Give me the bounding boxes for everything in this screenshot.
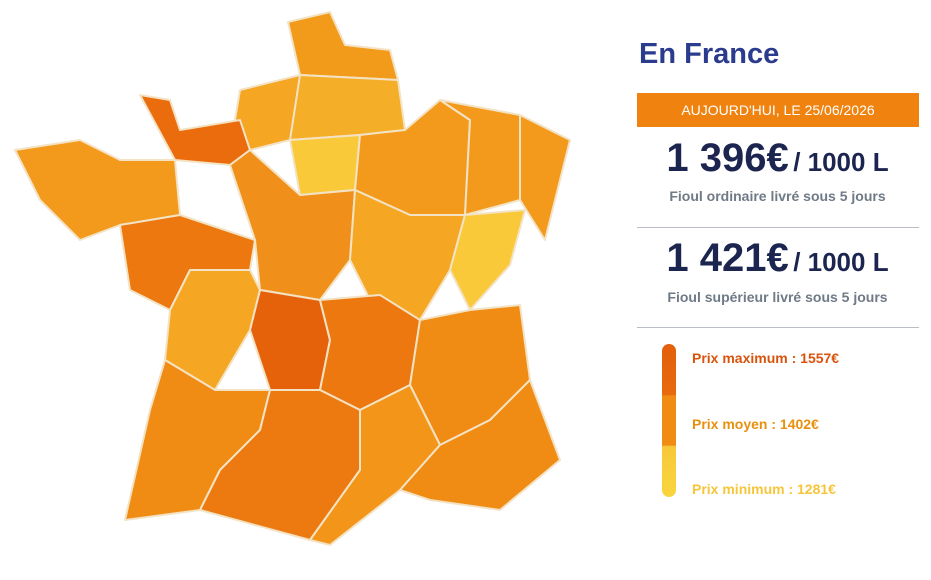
separator [637,227,919,228]
price-unit: / 1000 L [793,247,889,277]
region [234,74,301,151]
price-line: 1 421€ / 1000 L [630,236,925,281]
region [399,379,561,511]
region [289,74,406,141]
price-panel: En France AUJOURD'HUI, LE 25/06/2026 1 3… [630,0,925,580]
legend-min: Prix minimum : 1281€ [692,481,836,497]
price-amount: 1 421€ [666,236,789,280]
region [287,11,399,81]
region [249,289,331,391]
price-description: Fioul ordinaire livré sous 5 jours [669,188,886,204]
region [349,189,466,321]
france-map [14,11,571,546]
region [519,114,571,241]
price-amount: 1 396€ [666,136,789,180]
panel-title: En France [639,38,780,70]
region [439,99,521,216]
price-unit: / 1000 L [793,147,889,177]
region [139,94,251,166]
separator [637,327,919,328]
region [449,209,526,311]
region [309,384,441,546]
price-description: Fioul supérieur livré sous 5 jours [667,289,888,305]
region [289,134,361,196]
price-line: 1 396€ / 1000 L [630,136,925,181]
legend-mean: Prix moyen : 1402€ [692,416,819,432]
date-banner: AUJOURD'HUI, LE 25/06/2026 [637,93,919,127]
legend-max: Prix maximum : 1557€ [692,350,840,366]
legend-gradient [662,344,676,497]
